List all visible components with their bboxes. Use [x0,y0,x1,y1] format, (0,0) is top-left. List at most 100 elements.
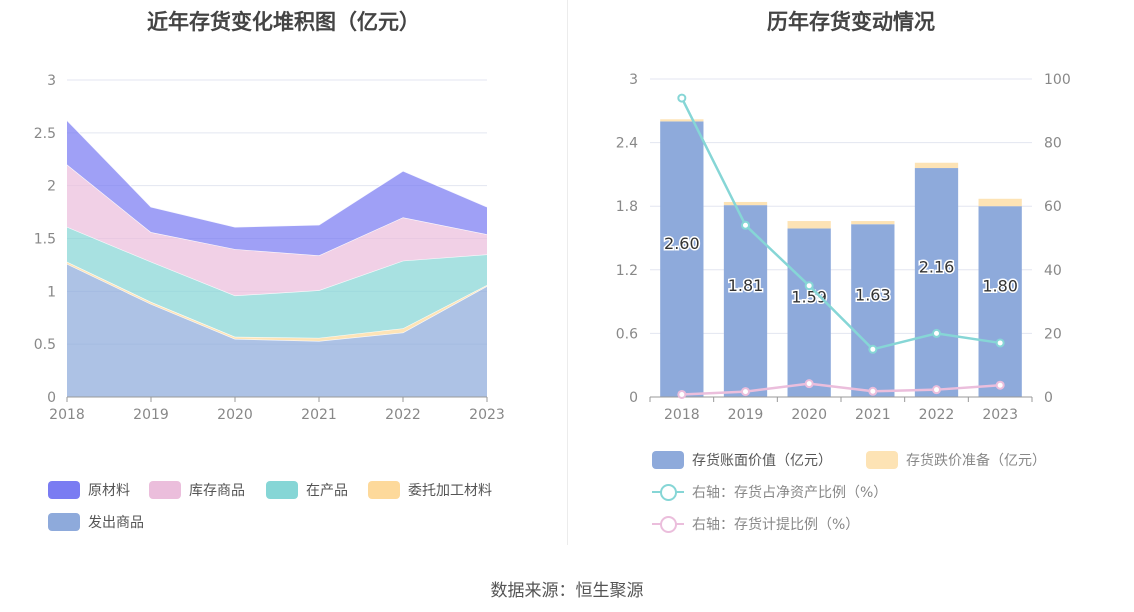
y-tick-label: 1.5 [34,232,56,248]
bar-line-panel: 历年存货变动情况 0 0.6 1.2 1.8 2.4 3 0 20 40 60 80 100 2.60 1… [568,0,1134,560]
legend-swatch [266,481,298,499]
y2-tick-label: 20 [1044,326,1062,342]
legend-line-swatch [652,515,684,533]
x-tick-label: 2023 [982,407,1018,423]
legend-item-consigned-materials[interactable]: 委托加工材料 [368,480,492,500]
y-tick-label: 0 [629,390,638,406]
legend-label: 在产品 [306,483,348,499]
legend-item-provision-ratio[interactable]: 右轴：存货计提比例（%） [652,514,859,534]
legend-swatch [48,513,80,531]
bar-impairment [914,162,959,169]
y-tick-label: 0.5 [34,337,56,353]
legend-label: 存货跌价准备（亿元） [906,453,1046,469]
y-tick-label: 0.6 [616,326,638,342]
bar-value-label: 2.16 [919,258,955,277]
bar-book-value [851,224,895,397]
bar-book-value [787,228,831,397]
line-point [804,281,814,291]
legend-swatch [149,481,181,499]
legend-label: 右轴：存货计提比例（%） [692,517,860,533]
bar-impairment [851,221,895,225]
line-point [804,379,814,389]
area-库存商品 [67,164,487,296]
area-edge [66,119,488,228]
y2-tick-label: 0 [1044,390,1053,406]
x-tick-label: 2022 [385,407,421,423]
line-point [741,220,750,230]
x-tick-label: 2019 [133,407,169,423]
series-line [681,382,1001,396]
y-tick-label: 2.4 [616,136,638,152]
area-发出商品 [67,263,487,397]
bar-impairment [978,198,1022,207]
line-point [741,387,750,397]
bar-value-label: 1.63 [855,286,891,305]
bar-book-value [660,121,704,398]
panel-divider [567,0,568,545]
series-line [680,97,1001,351]
area-edge [66,261,488,339]
line-point [868,344,878,354]
x-tick-label: 2021 [301,407,337,423]
legend-item-raw-materials[interactable]: 原材料 [48,480,130,500]
legend-swatch [652,451,684,469]
y2-tick-label: 100 [1044,72,1071,88]
line-point [932,328,941,338]
area-原材料 [67,120,487,256]
bar-impairment [660,119,704,122]
legend-label: 发出商品 [88,515,144,531]
y-tick-label: 1 [47,284,56,300]
y2-tick-label: 80 [1044,136,1062,152]
line-point [995,338,1005,348]
legend-swatch [368,481,400,499]
data-source: 数据来源：恒生聚源 [490,581,644,601]
y-tick-label: 1.2 [616,263,638,279]
x-tick-label: 2021 [855,407,891,423]
legend-swatch [48,481,80,499]
legend-item-impairment[interactable]: 存货跌价准备（亿元） [866,450,1046,470]
y-tick-label: 2 [47,179,56,195]
legend-swatch [866,451,898,469]
stacked-area-panel: 近年存货变化堆积图（亿元） 0 0.5 1 1.5 2 2.5 3 2018 2019 2020 2… [0,0,567,560]
bar-value-label: 2.60 [664,234,700,253]
bar-book-value [723,205,768,397]
right-chart-title: 历年存货变动情况 [767,10,935,34]
legend-item-goods-shipped[interactable]: 发出商品 [48,512,144,532]
x-tick-label: 2019 [728,407,764,423]
bar-value-label: 1.59 [791,288,827,307]
bar-impairment [723,201,768,206]
line-point [868,386,878,396]
y2-tick-label: 60 [1044,199,1062,215]
legend-label: 原材料 [88,483,130,499]
legend-line-swatch [652,483,684,501]
x-tick-label: 2020 [791,407,827,423]
legend-item-inventory-to-net-assets[interactable]: 右轴：存货占净资产比例（%） [652,482,887,502]
line-point [677,389,687,399]
area-在产品 [67,226,487,338]
x-tick-label: 2018 [664,407,700,423]
bar-line-chart: 0 0.6 1.2 1.8 2.4 3 0 20 40 60 80 100 2.60 1.81 1.59 1.… [616,72,1071,423]
legend-item-finished-goods[interactable]: 库存商品 [149,480,245,500]
legend-label: 委托加工材料 [408,483,492,499]
y-tick-label: 3 [47,73,56,89]
legend-item-book-value[interactable]: 存货账面价值（亿元） [652,450,832,470]
x-tick-label: 2018 [49,407,85,423]
y-tick-label: 0 [47,390,56,406]
x-tick-label: 2023 [469,407,505,423]
stacked-area-chart: 0 0.5 1 1.5 2 2.5 3 2018 2019 2020 2021 2022 2023 [34,73,505,423]
legend-label: 存货账面价值（亿元） [692,453,832,469]
legend-label: 右轴：存货占净资产比例（%） [692,485,888,501]
left-chart-title: 近年存货变化堆积图（亿元） [147,10,420,34]
bar-book-value [914,168,959,397]
bar-book-value [978,206,1022,397]
x-tick-label: 2020 [217,407,253,423]
legend-item-wip[interactable]: 在产品 [266,480,348,500]
y-tick-label: 3 [629,72,638,88]
x-tick-label: 2022 [919,407,955,423]
bar-value-label: 1.80 [982,277,1018,296]
line-point [932,385,941,395]
line-point [677,93,687,103]
line-point [995,380,1005,390]
y2-tick-label: 40 [1044,263,1062,279]
bar-value-label: 1.81 [728,276,764,295]
